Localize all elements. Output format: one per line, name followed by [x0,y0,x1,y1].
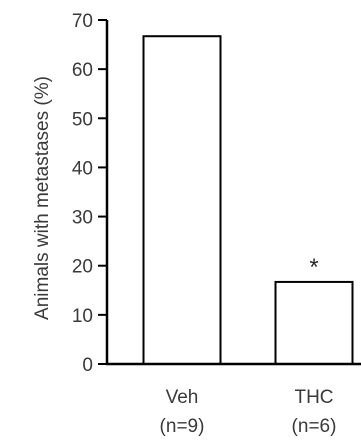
y-axis-title: Animals with metastases (%) [32,76,53,320]
y-tick-label: 70 [72,11,93,32]
significance-marker: * [309,254,318,281]
y-tick-label: 0 [82,355,93,376]
y-tick-label: 10 [72,306,93,327]
y-tick-label: 60 [72,60,93,81]
y-axis-ticks: 0 10 20 30 40 50 60 70 [72,11,107,376]
y-tick-label: 30 [72,208,93,229]
category-sublabel: (n=9) [160,416,205,437]
bar-veh [142,35,222,366]
category-label: Veh [166,387,199,408]
y-tick-label: 50 [72,109,93,130]
y-tick-label: 20 [72,257,93,278]
category-sublabel: (n=6) [292,416,337,437]
bar-thc [274,280,354,365]
bars: * [142,35,354,366]
category-label: THC [294,387,333,408]
category-labels: Veh (n=9) THC (n=6) [160,387,337,437]
y-tick-label: 40 [72,158,93,179]
